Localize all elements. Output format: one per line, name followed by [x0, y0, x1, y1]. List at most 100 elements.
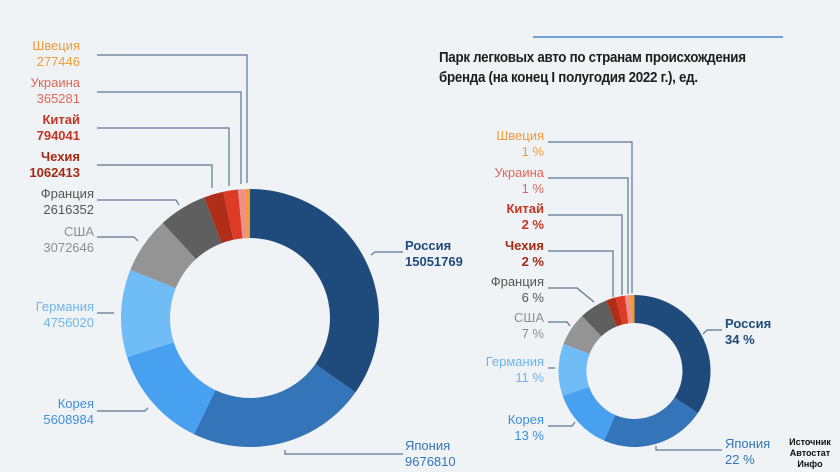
label-name: Чехия	[41, 149, 80, 164]
label-name: Швеция	[32, 38, 80, 53]
source-line: Инфо	[797, 459, 823, 469]
label-name: Швеция	[496, 128, 544, 143]
large-label-czechia: Чехия 1062413	[20, 149, 80, 181]
leader-line	[655, 446, 722, 451]
label-value: 22 %	[725, 452, 755, 467]
donut-segment	[250, 189, 380, 393]
source-note: Источник Автостат Инфо	[785, 437, 835, 470]
donut-segment	[194, 364, 356, 447]
label-name: Китай	[506, 201, 544, 216]
small-label-germany: Германия 11 %	[470, 354, 544, 386]
leader-line	[548, 250, 614, 297]
label-name: Китай	[42, 112, 80, 127]
small-label-japan: Япония 22 %	[725, 436, 770, 468]
label-value: 6 %	[521, 290, 544, 305]
label-value: 7 %	[521, 326, 544, 341]
donut-segment	[121, 269, 176, 358]
source-line: Автостат	[789, 448, 831, 458]
donut-segment	[127, 342, 216, 435]
large-label-russia: Россия 15051769	[405, 238, 463, 270]
donut-segment	[563, 315, 602, 354]
donut-segment	[162, 197, 222, 260]
source-line: Источник	[789, 437, 831, 447]
leader-line	[97, 199, 180, 206]
label-name: Германия	[35, 299, 94, 314]
donut-segment	[558, 343, 590, 396]
leader-line	[548, 141, 633, 293]
donut-segment	[634, 295, 711, 414]
large-label-japan: Япония 9676810	[405, 438, 456, 470]
large-label-sweden: Швеция 277446	[20, 38, 80, 70]
donut-segment	[615, 295, 629, 325]
donut-segment	[562, 386, 616, 441]
small-label-china: Китай 2 %	[480, 201, 544, 233]
label-value: 9676810	[405, 454, 456, 469]
label-name: Чехия	[505, 238, 544, 253]
label-name: Корея	[57, 396, 94, 411]
leader-line	[702, 329, 722, 335]
small-label-france: Франция 6 %	[470, 274, 544, 306]
leader-line	[548, 214, 623, 295]
label-value: 2 %	[521, 254, 544, 269]
leader-line	[97, 91, 242, 184]
label-name: США	[514, 310, 544, 325]
label-value: 11 %	[515, 370, 544, 385]
label-value: 4756020	[43, 315, 94, 330]
label-value: 15051769	[405, 254, 463, 269]
leader-line	[548, 177, 629, 294]
accent-line	[533, 36, 783, 38]
small-label-ukraine: Украина 1 %	[480, 165, 545, 197]
large-donut-chart	[121, 189, 380, 447]
leader-line	[370, 251, 403, 256]
small-label-korea: Корея 13 %	[480, 412, 544, 444]
donut-segment	[606, 297, 623, 327]
label-value: 794041	[36, 128, 80, 143]
leader-lines	[97, 54, 722, 455]
large-label-ukraine: Украина 365281	[20, 75, 81, 107]
small-label-czechia: Чехия 2 %	[480, 238, 544, 270]
label-name: Украина	[494, 165, 545, 180]
label-value: 1 %	[521, 181, 544, 196]
label-value: 5608984	[43, 412, 94, 427]
large-label-france: Франция 2616352	[10, 186, 94, 218]
donut-segment	[237, 189, 247, 239]
small-donut-chart	[558, 295, 711, 448]
small-label-sweden: Швеция 1 %	[480, 128, 544, 160]
leader-line	[548, 321, 571, 327]
leader-line	[97, 236, 139, 242]
donut-segment	[244, 189, 250, 239]
donut-segment	[604, 397, 698, 448]
label-value: 3072646	[43, 240, 94, 255]
label-value: 1062413	[29, 165, 80, 180]
leader-line	[97, 407, 149, 412]
small-label-russia: Россия 34 %	[725, 316, 771, 348]
label-name: Германия	[485, 354, 544, 369]
chart-title: Парк легковых авто по странам происхожде…	[439, 50, 746, 86]
leader-line	[284, 450, 403, 455]
large-label-usa: США 3072646	[20, 224, 94, 256]
label-name: Россия	[725, 316, 772, 331]
label-name: Франция	[40, 186, 94, 201]
small-label-usa: США 7 %	[480, 310, 544, 342]
label-value: 34 %	[725, 332, 755, 347]
label-name: Россия	[405, 238, 452, 253]
leader-line	[548, 421, 576, 427]
label-name: Франция	[490, 274, 544, 289]
label-value: 365281	[36, 91, 80, 106]
label-name: Украина	[30, 75, 81, 90]
large-label-korea: Корея 5608984	[20, 396, 94, 428]
leader-line	[97, 164, 213, 188]
donut-segment	[130, 222, 196, 289]
label-name: Япония	[405, 438, 451, 453]
label-value: 2 %	[521, 217, 544, 232]
donut-segment	[582, 300, 617, 337]
donut-segment	[624, 295, 632, 324]
label-value: 277446	[36, 54, 80, 69]
donut-segment	[223, 189, 243, 240]
large-label-china: Китай 794041	[20, 112, 80, 144]
leader-line	[548, 287, 595, 303]
donut-segment	[629, 295, 635, 324]
label-value: 1 %	[521, 144, 544, 159]
label-name: США	[64, 224, 94, 239]
